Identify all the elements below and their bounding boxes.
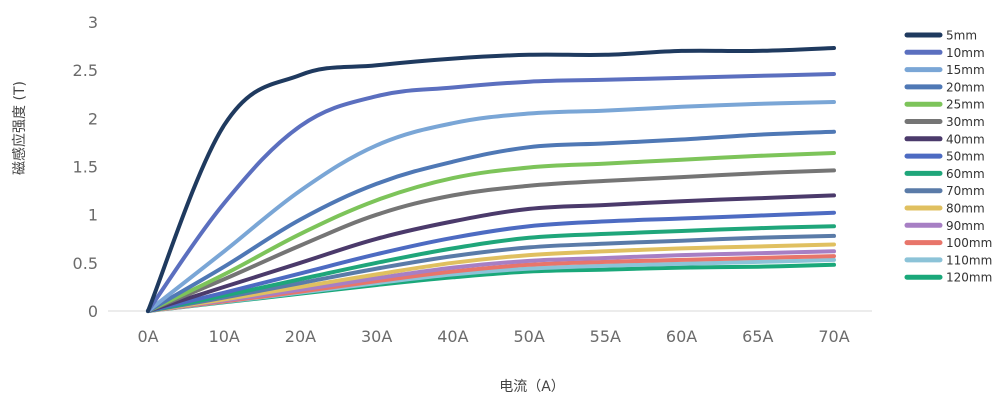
legend-label: 80mm — [946, 202, 985, 216]
series-line-5mm — [146, 46, 836, 313]
legend-label: 10mm — [946, 46, 985, 60]
legend-label: 40mm — [946, 132, 985, 146]
series-lines — [146, 46, 836, 313]
y-tick-label: 2.5 — [73, 61, 98, 80]
legend-label: 25mm — [946, 98, 985, 112]
y-tick-label: 1.5 — [73, 158, 98, 177]
x-tick-label: 55A — [590, 327, 621, 346]
plot-area: 0 0.5 1 1.5 2 2.5 3 0A 10A 20A 30A 40A 50A 55A 60A 65A… — [73, 13, 872, 346]
legend-label: 5mm — [946, 29, 977, 43]
series-line-30mm — [146, 168, 836, 313]
series-line-10mm — [146, 72, 836, 313]
series-line-40mm — [146, 193, 836, 313]
legend-label: 90mm — [946, 219, 985, 233]
series-line-25mm — [146, 151, 836, 313]
x-axis-ticks: 0A 10A 20A 30A 40A 50A 55A 60A 65A 70A — [137, 327, 849, 346]
series-line-50mm — [146, 210, 836, 313]
series-line-70mm — [146, 233, 836, 313]
x-tick-label: 20A — [285, 327, 316, 346]
x-tick-label: 40A — [437, 327, 468, 346]
x-tick-label: 60A — [666, 327, 697, 346]
x-tick-label: 65A — [742, 327, 773, 346]
y-tick-label: 3 — [88, 13, 98, 32]
x-tick-label: 50A — [513, 327, 544, 346]
y-tick-label: 2 — [88, 109, 98, 128]
x-tick-label: 0A — [137, 327, 158, 346]
legend-label: 110mm — [946, 253, 992, 267]
legend-label: 120mm — [946, 271, 992, 285]
legend-label: 15mm — [946, 63, 985, 77]
series-line-20mm — [146, 129, 836, 313]
x-tick-label: 70A — [818, 327, 849, 346]
y-tick-label: 0.5 — [73, 254, 98, 273]
legend-label: 50mm — [946, 150, 985, 164]
y-tick-label: 1 — [88, 206, 98, 225]
series-line-15mm — [146, 100, 836, 313]
legend: 5mm 10mm 15mm 20mm 25mm 30mm 40mm 50mm 60mm 70mm 8… — [904, 29, 992, 285]
x-tick-label: 30A — [361, 327, 392, 346]
legend-label: 20mm — [946, 80, 985, 94]
legend-label: 100mm — [946, 236, 992, 250]
y-tick-label: 0 — [88, 302, 98, 321]
legend-label: 70mm — [946, 184, 985, 198]
legend-label: 60mm — [946, 167, 985, 181]
y-axis-ticks: 0 0.5 1 1.5 2 2.5 3 — [73, 13, 98, 321]
y-axis-title: 磁感应强度 (T) — [11, 81, 28, 175]
legend-label: 30mm — [946, 115, 985, 129]
series-line-80mm — [146, 242, 836, 313]
x-axis-title: 电流（A） — [499, 379, 565, 394]
x-tick-label: 10A — [209, 327, 240, 346]
series-line-60mm — [146, 224, 836, 313]
